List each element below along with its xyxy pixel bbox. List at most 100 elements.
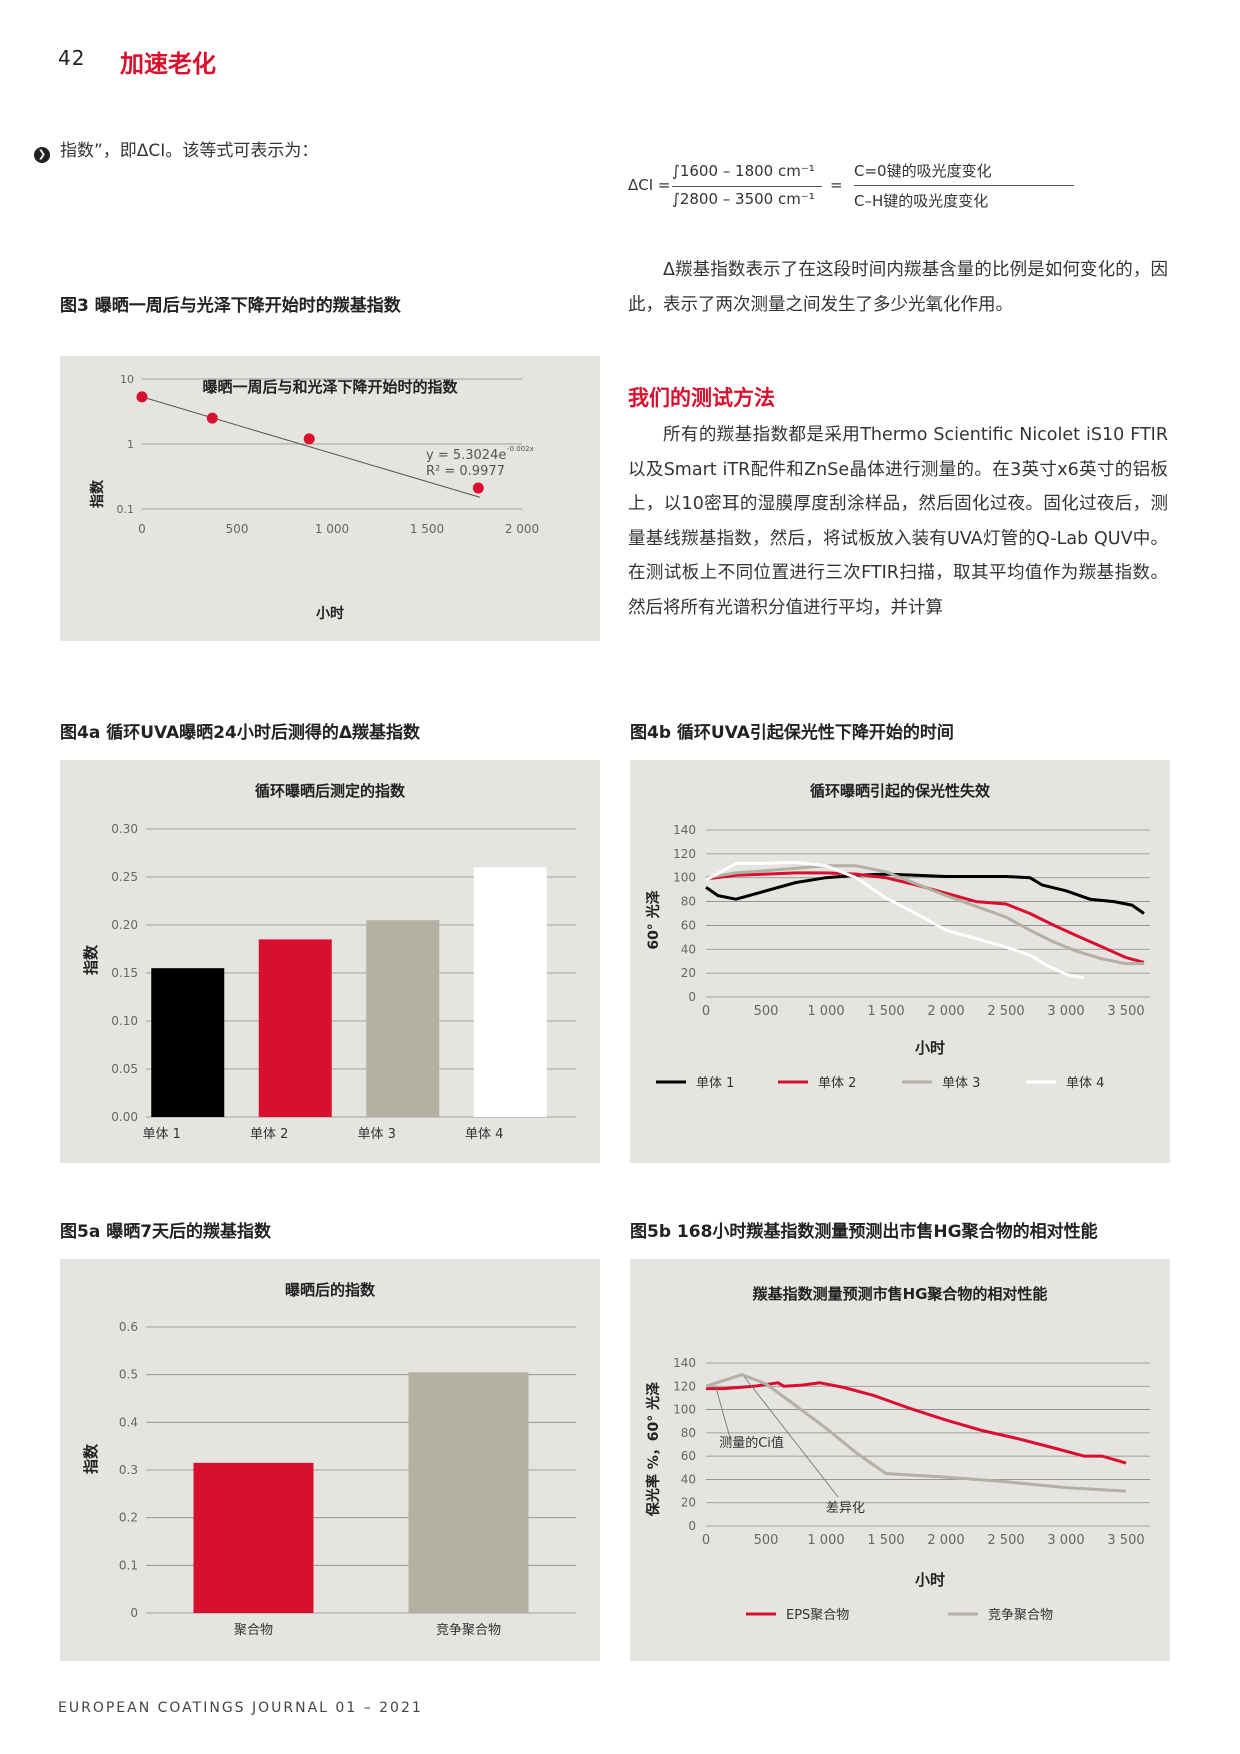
y-tick-label: 80 (681, 1426, 696, 1440)
y-tick-label: 0 (130, 1606, 138, 1620)
figure-caption: 图5b 168小时羰基指数测量预测出市售HG聚合物的相对性能 (630, 1222, 1098, 1242)
y-tick-label: 100 (673, 1403, 696, 1417)
bar (151, 968, 225, 1117)
chart-panel-fig3: 曝晒一周后与和光泽下降开始时的指数 10 1 0.1 0 500 1 000 1 500 2 0… (60, 356, 600, 641)
y-tick-label: 1 (127, 438, 134, 451)
legend-label: 单体 4 (1066, 1076, 1104, 1091)
legend-label: 单体 3 (942, 1076, 980, 1091)
y-tick-label: 0.5 (119, 1368, 138, 1382)
bar (193, 1462, 314, 1613)
y-axis-label: 指数 (82, 1443, 100, 1474)
paragraph-text: Δ羰基指数表示了在这段时间内羰基含量的比例是如何变化的，因此，表示了两次测量之间… (628, 260, 1168, 315)
fraction-bar-right (854, 185, 1074, 186)
figure-caption: 图3 曝晒一周后与光泽下降开始时的羰基指数 (60, 296, 401, 316)
chart-fig4a: 循环曝晒后测定的指数 0.30 0.25 0.20 0.15 0.10 0.05 0.00 指数… (82, 782, 576, 1142)
trend-equation-exponent: -0.002x (507, 445, 534, 453)
series-line (705, 871, 1145, 964)
chart-panel-fig4b: 循环曝晒引起的保光性失效 140 120 100 80 60 40 20 0 0 500 1 000 1… (630, 760, 1170, 1163)
x-tick-label: 0 (138, 522, 146, 536)
category-label: 单体 1 (143, 1127, 181, 1142)
y-tick-label: 0.10 (111, 1014, 138, 1028)
category-label: 单体 3 (358, 1127, 396, 1142)
y-tick-label: 0.05 (111, 1062, 138, 1076)
chart-title: 羰基指数测量预测市售HG聚合物的相对性能 (752, 1285, 1048, 1303)
legend-label: EPS聚合物 (786, 1608, 849, 1623)
x-axis-label: 小时 (915, 1571, 945, 1589)
y-tick-label: 140 (673, 1356, 696, 1370)
chart-fig4b: 循环曝晒引起的保光性失效 140 120 100 80 60 40 20 00 500 1 000 1… (645, 782, 1150, 1091)
x-tick-label: 1 500 (867, 1004, 904, 1019)
series-line (705, 1373, 1127, 1493)
category-label: 单体 2 (250, 1127, 288, 1142)
x-axis-label: 小时 (316, 605, 344, 622)
arrow-bullet-icon: ❯ (34, 147, 50, 163)
series-line (706, 1381, 1127, 1465)
y-tick-label: 20 (681, 1496, 696, 1510)
x-tick-label: 0 (702, 1533, 710, 1548)
y-tick-label: 120 (673, 847, 696, 861)
legend-label: 竞争聚合物 (988, 1607, 1053, 1623)
x-tick-label: 3 500 (1107, 1004, 1144, 1019)
x-tick-label: 1 000 (315, 522, 349, 536)
bar (258, 939, 332, 1117)
y-tick-label: 0.2 (119, 1511, 138, 1525)
chart-title: 循环曝晒后测定的指数 (255, 782, 406, 800)
legend-label: 单体 1 (696, 1076, 734, 1091)
chart-annotation: 差异化 (826, 1501, 865, 1516)
y-axis-label: 60° 光泽 (645, 890, 662, 949)
annotation-leader (715, 1386, 732, 1443)
y-axis-label: 指数 (82, 944, 100, 975)
legend-label: 单体 2 (818, 1076, 856, 1091)
chart-title: 曝晒一周后与和光泽下降开始时的指数 (202, 378, 458, 396)
x-tick-label: 500 (754, 1533, 779, 1548)
chart-title: 曝晒后的指数 (285, 1281, 376, 1299)
x-tick-label: 1 000 (807, 1004, 844, 1019)
formula-right-numerator: C=0键的吸光度变化 (854, 162, 992, 180)
x-tick-label: 2 000 (927, 1533, 964, 1548)
paragraph-delta-ci: Δ羰基指数表示了在这段时间内羰基含量的比例是如何变化的，因此，表示了两次测量之间… (628, 253, 1168, 322)
bar (366, 920, 440, 1117)
chart-annotation: 测量的Ci值 (719, 1435, 784, 1451)
y-axis-label: 保光率 %，60° 光泽 (645, 1382, 662, 1517)
y-tick-label: 80 (681, 895, 696, 909)
y-tick-label: 100 (673, 871, 696, 885)
y-tick-label: 0.6 (119, 1320, 138, 1334)
series-line (705, 872, 1145, 915)
y-tick-label: 120 (673, 1379, 696, 1393)
y-tick-label: 0 (688, 990, 696, 1004)
formula-right-denominator: C–H键的吸光度变化 (854, 192, 989, 210)
data-point (472, 482, 484, 494)
x-tick-label: 2 000 (927, 1004, 964, 1019)
chart-panel-fig5a: 曝晒后的指数 0.6 0.5 0.4 0.3 0.2 0.1 0 指数 聚合物 竞争聚合物 (60, 1259, 600, 1661)
y-tick-label: 0.20 (111, 918, 138, 932)
category-label: 聚合物 (234, 1623, 273, 1638)
x-tick-label: 3 000 (1047, 1004, 1084, 1019)
formula-numerator: ∫1600 – 1800 cm⁻¹ (672, 162, 815, 180)
trend-equation: y = 5.3024e (426, 448, 506, 463)
x-tick-label: 500 (754, 1004, 779, 1019)
x-tick-label: 1 500 (867, 1533, 904, 1548)
data-point (136, 391, 148, 403)
y-tick-label: 0.00 (111, 1110, 138, 1124)
series-line (705, 860, 1085, 980)
chart-panel-fig5b: 羰基指数测量预测市售HG聚合物的相对性能 140 120 100 80 60 40 20 0 0 5… (630, 1259, 1170, 1661)
chart-panel-fig4a: 循环曝晒后测定的指数 0.30 0.25 0.20 0.15 0.10 0.05 0.00 指数… (60, 760, 600, 1163)
chart-title: 循环曝晒引起的保光性失效 (810, 782, 991, 800)
data-point (206, 412, 218, 424)
x-tick-label: 2 500 (987, 1004, 1024, 1019)
fraction-bar (672, 186, 822, 187)
figure-caption: 图4a 循环UVA曝晒24小时后测得的Δ羰基指数 (60, 723, 420, 743)
page-number: 42 (58, 46, 86, 70)
y-tick-label: 0.30 (111, 822, 138, 836)
trendline (141, 396, 481, 498)
y-tick-label: 20 (681, 966, 696, 980)
y-tick-label: 0.3 (119, 1463, 138, 1477)
x-axis-label: 小时 (915, 1039, 945, 1057)
y-tick-label: 0.1 (117, 503, 135, 516)
intro-text: 指数”，即ΔCI。该等式可表示为： (60, 141, 319, 161)
y-tick-label: 10 (120, 373, 134, 386)
y-tick-label: 0.25 (111, 870, 138, 884)
y-tick-label: 0 (688, 1519, 696, 1533)
chart-fig3: 曝晒一周后与和光泽下降开始时的指数 10 1 0.10 500 1 000 1 500 2 0… (89, 373, 539, 622)
y-tick-label: 40 (681, 942, 696, 956)
